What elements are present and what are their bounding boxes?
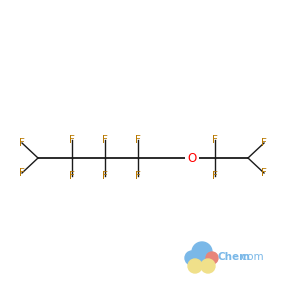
Circle shape: [206, 252, 218, 264]
Circle shape: [188, 259, 202, 273]
Circle shape: [186, 152, 198, 164]
Text: F: F: [19, 168, 25, 178]
Text: F: F: [261, 138, 267, 148]
Text: F: F: [261, 168, 267, 178]
Text: F: F: [69, 135, 75, 145]
Text: .com: .com: [239, 252, 265, 262]
Text: F: F: [102, 135, 108, 145]
Text: F: F: [102, 171, 108, 181]
Text: F: F: [19, 138, 25, 148]
Text: Chem: Chem: [218, 252, 251, 262]
Circle shape: [185, 251, 199, 265]
Text: F: F: [212, 135, 218, 145]
Text: O: O: [188, 152, 196, 164]
Text: F: F: [135, 171, 141, 181]
Text: F: F: [212, 171, 218, 181]
Circle shape: [192, 242, 212, 262]
Circle shape: [201, 259, 215, 273]
Text: F: F: [69, 171, 75, 181]
Text: F: F: [135, 135, 141, 145]
